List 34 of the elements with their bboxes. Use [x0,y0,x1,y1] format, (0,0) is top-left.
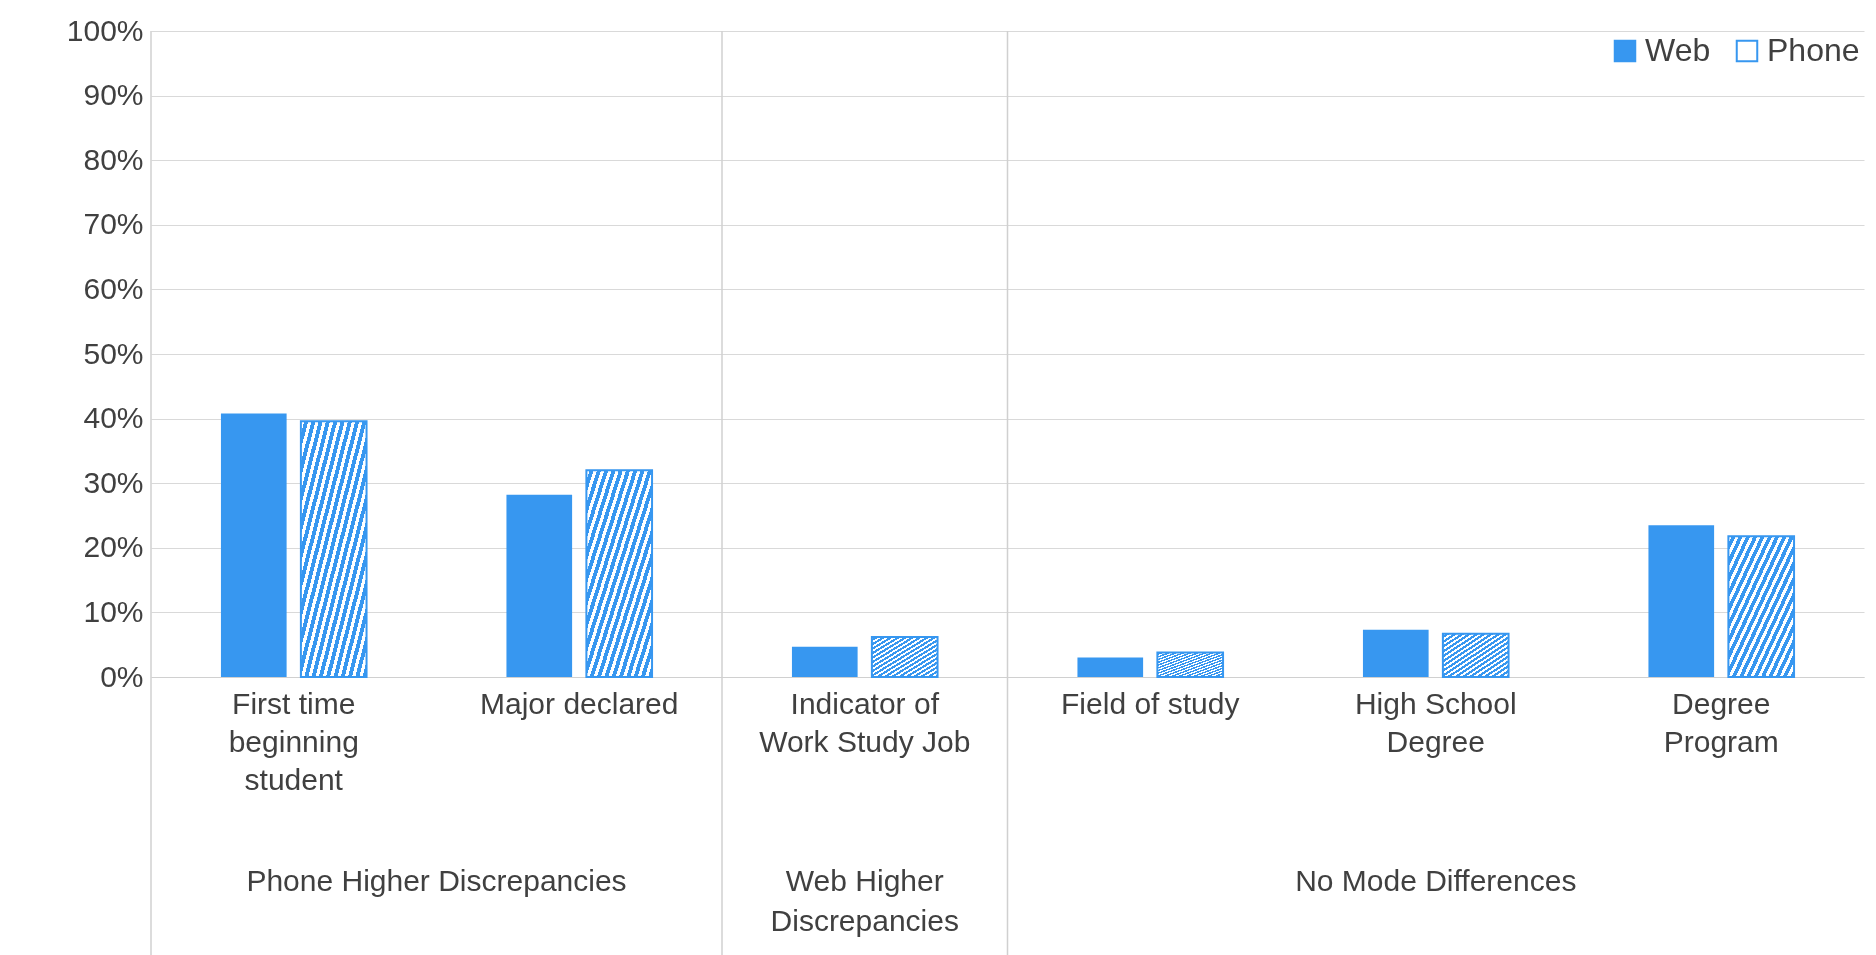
x-tick-label: Major declared [480,686,679,720]
x-tick-label: Degree Program [1663,686,1779,758]
bar [1648,525,1715,677]
bar [299,420,368,678]
text: No Mode Differences [1295,864,1577,897]
legend-label: Phone [1767,32,1860,68]
text: Web Higher Discrepancies [770,864,959,937]
bar [1441,632,1510,678]
y-tick-label: 70% [83,207,144,241]
bar [1077,657,1144,677]
x-tick-label: First time beginning student [228,686,359,796]
y-tick-label: 20% [83,530,144,564]
y-tick-label: 30% [83,465,144,499]
x-tick-label: Field of study [1061,686,1240,720]
x-tick-label: Indicator of Work Study Job [759,686,971,758]
bar [220,413,287,677]
x-tick-label: High School Degree [1354,686,1517,758]
legend-label: Web [1645,32,1711,68]
y-tick-label: 100% [66,13,144,47]
text: Phone Higher Discrepancies [246,864,627,897]
y-tick-label: 80% [83,142,144,176]
bar [1362,629,1429,677]
bar [870,635,939,678]
y-tick-label: 0% [100,659,144,693]
bar [791,646,858,677]
bar [585,469,654,678]
y-tick-label: 90% [83,78,144,112]
y-tick-label: 10% [83,594,144,628]
bar [506,494,573,677]
bar [1156,651,1225,678]
y-tick-label: 60% [83,271,144,305]
bar [1727,535,1796,678]
y-tick-label: 50% [83,336,144,370]
y-tick-label: 40% [83,401,144,435]
